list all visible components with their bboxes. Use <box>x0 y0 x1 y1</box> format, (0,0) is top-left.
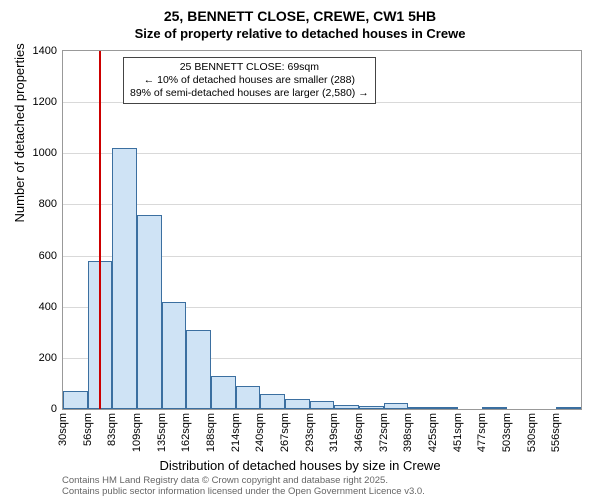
xtick-label: 293sqm <box>304 413 316 452</box>
xtick-label: 451sqm <box>452 413 464 452</box>
xtick-label: 162sqm <box>180 413 192 452</box>
histogram-chart: 0200400600800100012001400 25 BENNETT CLO… <box>62 50 582 410</box>
xtick-label: 477sqm <box>476 413 488 452</box>
xtick-label: 83sqm <box>106 413 118 446</box>
page-title-line1: 25, BENNETT CLOSE, CREWE, CW1 5HB <box>0 8 600 26</box>
infobox-line2: ← 10% of detached houses are smaller (28… <box>130 74 369 87</box>
chart-infobox: 25 BENNETT CLOSE: 69sqm ← 10% of detache… <box>123 57 376 104</box>
ytick-label: 200 <box>39 352 63 364</box>
histogram-bar <box>162 302 187 409</box>
xtick-label: 530sqm <box>526 413 538 452</box>
xtick-label: 503sqm <box>501 413 513 452</box>
xtick-label: 346sqm <box>353 413 365 452</box>
histogram-bar <box>285 399 310 409</box>
histogram-bar <box>556 407 581 409</box>
footer-line2: Contains public sector information licen… <box>62 487 425 498</box>
histogram-bar <box>211 376 236 409</box>
xtick-label: 30sqm <box>57 413 69 446</box>
histogram-bar <box>137 215 162 409</box>
xtick-label: 425sqm <box>427 413 439 452</box>
ytick-label: 800 <box>39 198 63 210</box>
footer-note: Contains HM Land Registry data © Crown c… <box>62 476 425 498</box>
histogram-bar <box>112 148 137 409</box>
xtick-label: 109sqm <box>131 413 143 452</box>
histogram-bar <box>310 401 335 409</box>
property-marker-line <box>99 51 101 409</box>
xtick-label: 556sqm <box>550 413 562 452</box>
xtick-label: 319sqm <box>328 413 340 452</box>
gridline <box>63 204 581 205</box>
histogram-bar <box>260 394 285 409</box>
xtick-label: 188sqm <box>205 413 217 452</box>
ytick-label: 1000 <box>33 147 63 159</box>
xtick-label: 372sqm <box>378 413 390 452</box>
infobox-line3: 89% of semi-detached houses are larger (… <box>130 87 369 100</box>
xtick-label: 398sqm <box>402 413 414 452</box>
ytick-label: 400 <box>39 301 63 313</box>
xtick-label: 214sqm <box>230 413 242 452</box>
histogram-bar <box>63 391 88 409</box>
infobox-line1: 25 BENNETT CLOSE: 69sqm <box>130 61 369 74</box>
histogram-bar <box>359 406 384 409</box>
x-axis-title: Distribution of detached houses by size … <box>0 458 600 473</box>
histogram-bar <box>384 403 409 409</box>
y-axis-title: Number of detached properties <box>12 43 27 222</box>
histogram-bar <box>236 386 261 409</box>
histogram-bar <box>186 330 211 409</box>
xtick-label: 267sqm <box>279 413 291 452</box>
xtick-label: 240sqm <box>254 413 266 452</box>
gridline <box>63 153 581 154</box>
ytick-label: 1400 <box>33 45 63 57</box>
histogram-bar <box>408 407 433 409</box>
histogram-bar <box>433 407 458 409</box>
xtick-label: 56sqm <box>82 413 94 446</box>
histogram-bar <box>482 407 507 409</box>
histogram-bar <box>334 405 359 409</box>
page-title-line2: Size of property relative to detached ho… <box>0 26 600 42</box>
ytick-label: 1200 <box>33 96 63 108</box>
ytick-label: 600 <box>39 250 63 262</box>
xtick-label: 135sqm <box>156 413 168 452</box>
